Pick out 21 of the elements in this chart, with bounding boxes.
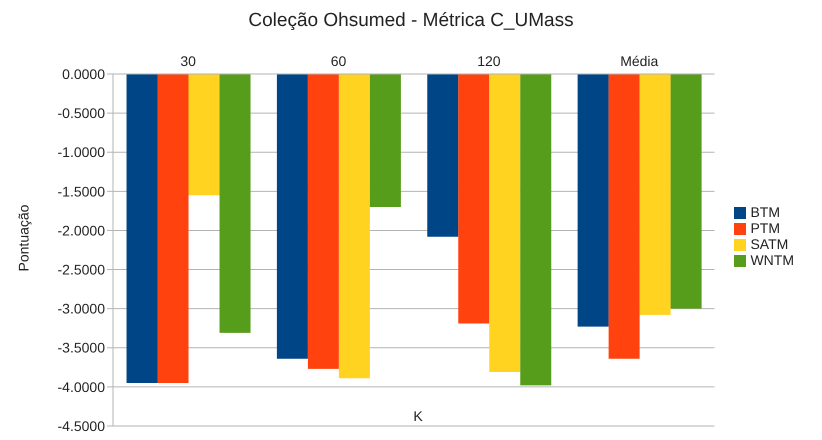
y-tick-label: -4.5000 bbox=[58, 418, 106, 434]
y-tick-label: -0.5000 bbox=[58, 105, 106, 122]
y-tick-label: -1.0000 bbox=[58, 144, 106, 160]
legend-label: PTM bbox=[750, 220, 780, 236]
y-tick-label: 0.0000 bbox=[62, 66, 106, 82]
y-axis-title: Pontuação bbox=[15, 204, 32, 272]
y-tick-label: -4.0000 bbox=[58, 378, 106, 395]
x-tick-label: 60 bbox=[330, 53, 347, 69]
y-tick-label: -1.5000 bbox=[58, 183, 106, 200]
y-tick-label: -3.5000 bbox=[58, 340, 106, 356]
legend-label: WNTM bbox=[750, 252, 794, 268]
x-tick-label: 30 bbox=[180, 53, 196, 69]
x-tick-label: 120 bbox=[477, 53, 501, 69]
legend-label: BTM bbox=[750, 204, 780, 220]
x-axis-title: K bbox=[413, 408, 423, 424]
y-tick-label: -3.0000 bbox=[58, 300, 106, 317]
legend-label: SATM bbox=[750, 236, 788, 252]
y-tick-label: -2.0000 bbox=[58, 222, 106, 238]
y-tick-label: -2.5000 bbox=[58, 262, 106, 278]
chart-title: Coleção Ohsumed - Métrica C_UMass bbox=[247, 10, 575, 32]
x-tick-label: Média bbox=[620, 53, 659, 69]
